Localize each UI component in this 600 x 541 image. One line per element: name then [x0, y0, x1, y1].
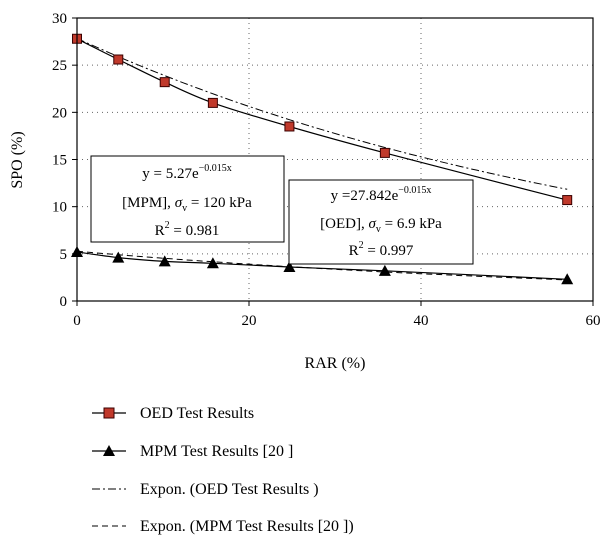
oed-point: [113, 54, 124, 65]
annotation-mpm-equation: y = 5.27e−0.015x: [142, 163, 232, 182]
annotation-oed-r2: R2 = 0.997: [349, 240, 414, 259]
tick-label-y: 30: [52, 11, 67, 27]
oed-point: [159, 77, 170, 88]
oed-point: [379, 147, 390, 158]
y-axis-label: SPO (%): [9, 131, 26, 188]
tick-label-y: 10: [52, 200, 67, 216]
mpm-point: [561, 273, 574, 285]
mpm-point: [112, 251, 125, 263]
mpm-point: [283, 261, 296, 273]
annotation-mpm-box: [90, 155, 285, 243]
oed-point: [284, 121, 295, 132]
oed-point: [207, 97, 218, 108]
annotation-mpm-r2: R2 = 0.981: [155, 220, 220, 239]
legend-item-oed-trend: Expon. (OED Test Results ): [92, 481, 319, 498]
mpm-point: [378, 264, 391, 276]
legend-item-mpm: MPM Test Results [20 ]: [92, 443, 293, 460]
legend-item-mpm-trend: Expon. (MPM Test Results [20 ]): [92, 518, 354, 535]
annotation-oed-equation: y =27.842e−0.015x: [331, 185, 432, 204]
tick-label-y: 15: [52, 153, 67, 169]
oed-point: [562, 195, 573, 206]
ticks: 0 5 10 15 20 25 30 0 20 40 60: [52, 11, 600, 329]
tick-label-x: 20: [242, 313, 257, 329]
annotation-oed-box: [288, 179, 474, 265]
annotation-mpm: y = 5.27e−0.015x [MPM], σv = 120 kPa R2 …: [90, 155, 285, 243]
annotation-oed: y =27.842e−0.015x [OED], σv = 6.9 kPa R2…: [288, 179, 474, 265]
tick-label-y: 5: [60, 247, 68, 263]
legend-oed-trend-label: Expon. (OED Test Results ): [140, 481, 319, 498]
legend: OED Test Results MPM Test Results [20 ] …: [92, 405, 354, 535]
tick-label-x: 60: [586, 313, 600, 329]
tick-label-x: 0: [73, 313, 81, 329]
tick-label-x: 40: [414, 313, 429, 329]
data-markers: [71, 33, 574, 285]
tick-label-y: 25: [52, 58, 67, 74]
tick-label-y: 0: [60, 294, 68, 310]
legend-mpm-label: MPM Test Results [20 ]: [140, 443, 293, 460]
legend-mpm-trend-label: Expon. (MPM Test Results [20 ]): [140, 518, 354, 535]
x-axis-label: RAR (%): [305, 355, 366, 372]
mpm-point: [206, 257, 219, 269]
trend-line-oed: [76, 37, 568, 190]
legend-oed-marker: [103, 407, 115, 419]
legend-item-oed: OED Test Results: [92, 405, 254, 422]
legend-oed-label: OED Test Results: [140, 405, 254, 422]
annotation-mpm-condition: [MPM], σv = 120 kPa: [122, 195, 252, 214]
annotation-oed-condition: [OED], σv = 6.9 kPa: [320, 216, 442, 235]
mpm-point: [158, 255, 171, 267]
legend-mpm-marker: [103, 445, 115, 456]
tick-label-y: 20: [52, 105, 67, 121]
